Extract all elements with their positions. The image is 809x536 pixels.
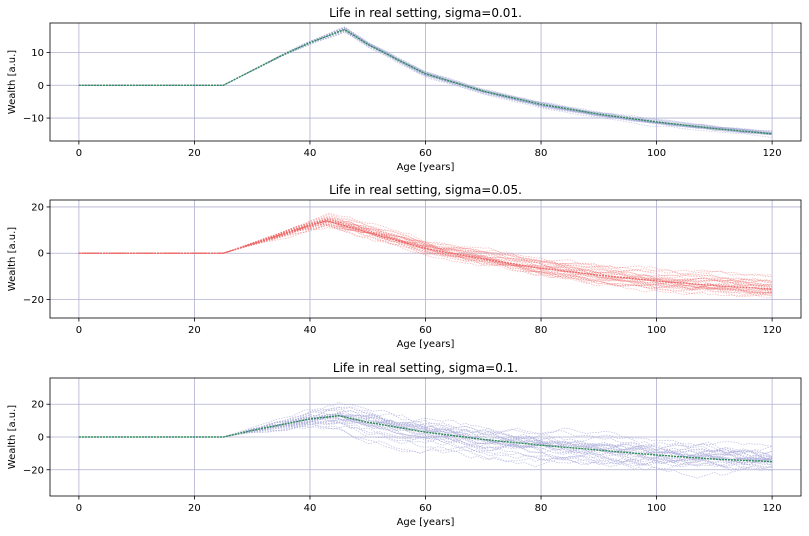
trajectory-line — [78, 223, 773, 287]
x-tick-label: 20 — [188, 148, 201, 159]
subplot-1: 0 20 40 60 80 100 120 −10 0 10 Life in real settin… — [7, 6, 802, 173]
y-tick-label: 20 — [31, 202, 44, 213]
x-tick-label: 120 — [763, 148, 782, 159]
trajectory-line — [78, 220, 773, 295]
trajectory-line — [78, 420, 773, 465]
trajectory-line — [78, 401, 773, 460]
trajectory-line — [78, 219, 773, 288]
y-tick-label: 0 — [38, 249, 44, 260]
trajectory-line — [78, 414, 773, 463]
x-tick-label: 0 — [76, 325, 82, 336]
trajectory-group — [78, 26, 773, 139]
chart-title: Life in real setting, sigma=0.05. — [329, 183, 522, 197]
chart-title: Life in real setting, sigma=0.1. — [333, 361, 518, 375]
x-axis-label: Age [years] — [397, 339, 455, 350]
trajectory-line — [78, 224, 773, 293]
trajectory-line — [78, 415, 773, 461]
trajectory-line — [78, 218, 773, 284]
x-tick-label: 80 — [535, 148, 548, 159]
trajectory-line — [78, 31, 773, 136]
x-tick-label: 80 — [535, 503, 548, 514]
trajectory-group — [78, 213, 773, 299]
x-axis-label: Age [years] — [397, 517, 455, 528]
x-tick-label: 0 — [76, 148, 82, 159]
trajectory-group — [78, 401, 773, 479]
trajectory-line — [78, 218, 773, 277]
subplot-3: 0 20 40 60 80 100 120 −20 0 20 Life in real settin… — [7, 361, 802, 528]
trajectory-line — [78, 213, 773, 283]
trajectory-line — [78, 425, 773, 467]
x-tick-label: 40 — [304, 325, 317, 336]
x-tick-label: 80 — [535, 325, 548, 336]
trajectory-line — [78, 222, 773, 294]
trajectory-line — [78, 219, 773, 291]
y-tick-label: −20 — [23, 295, 44, 306]
x-tick-label: 100 — [647, 503, 666, 514]
trajectory-line — [78, 414, 773, 462]
y-tick-label: 0 — [38, 433, 44, 444]
x-axis-label: Age [years] — [397, 162, 455, 173]
x-tick-label: 100 — [647, 325, 666, 336]
mean-trajectory-line — [78, 414, 773, 463]
trajectory-line — [78, 30, 773, 135]
trajectory-line — [78, 406, 773, 465]
trajectory-line — [78, 222, 773, 294]
x-tick-label: 20 — [188, 325, 201, 336]
y-axis-label: Wealth [a.u.] — [7, 227, 18, 292]
y-tick-label: 0 — [38, 81, 44, 92]
y-tick-label: −10 — [23, 114, 44, 125]
x-tick-label: 120 — [763, 325, 782, 336]
trajectory-line — [78, 220, 773, 284]
mean-trajectory-line — [78, 28, 773, 135]
trajectory-line — [78, 413, 773, 471]
trajectory-line — [78, 409, 773, 447]
y-axis-label: Wealth [a.u.] — [7, 405, 18, 470]
trajectory-line — [78, 413, 773, 459]
x-tick-label: 20 — [188, 503, 201, 514]
x-tick-label: 100 — [647, 148, 666, 159]
x-tick-label: 120 — [763, 503, 782, 514]
trajectory-line — [78, 221, 773, 298]
x-tick-label: 40 — [304, 503, 317, 514]
mean-trajectory-line — [78, 220, 773, 290]
y-tick-label: 10 — [31, 48, 44, 59]
trajectory-line — [78, 420, 773, 460]
trajectory-line — [78, 30, 773, 132]
trajectory-line — [78, 28, 773, 133]
x-tick-label: 60 — [419, 325, 432, 336]
x-tick-label: 0 — [76, 503, 82, 514]
trajectory-line — [78, 223, 773, 294]
trajectory-line — [78, 416, 773, 469]
x-tick-label: 40 — [304, 148, 317, 159]
x-tick-label: 60 — [419, 503, 432, 514]
chart-title: Life in real setting, sigma=0.01. — [329, 6, 522, 20]
trajectory-line — [78, 417, 773, 469]
trajectory-line — [78, 220, 773, 295]
trajectory-line — [78, 416, 773, 457]
y-tick-label: −20 — [23, 465, 44, 476]
subplot-2: 0 20 40 60 80 100 120 −20 0 20 Life in real settin… — [7, 183, 802, 350]
trajectory-line — [78, 223, 773, 291]
y-tick-label: 20 — [31, 400, 44, 411]
trajectory-line — [78, 217, 773, 290]
trajectory-line — [78, 416, 773, 470]
trajectory-line — [78, 217, 773, 290]
trajectory-line — [78, 419, 773, 463]
trajectory-line — [78, 422, 773, 468]
trajectory-line — [78, 422, 773, 457]
trajectory-line — [78, 414, 773, 466]
trajectory-line — [78, 220, 773, 291]
trajectory-line — [78, 30, 773, 134]
trajectory-line — [78, 214, 773, 283]
x-tick-label: 60 — [419, 148, 432, 159]
y-axis-label: Wealth [a.u.] — [7, 50, 18, 115]
